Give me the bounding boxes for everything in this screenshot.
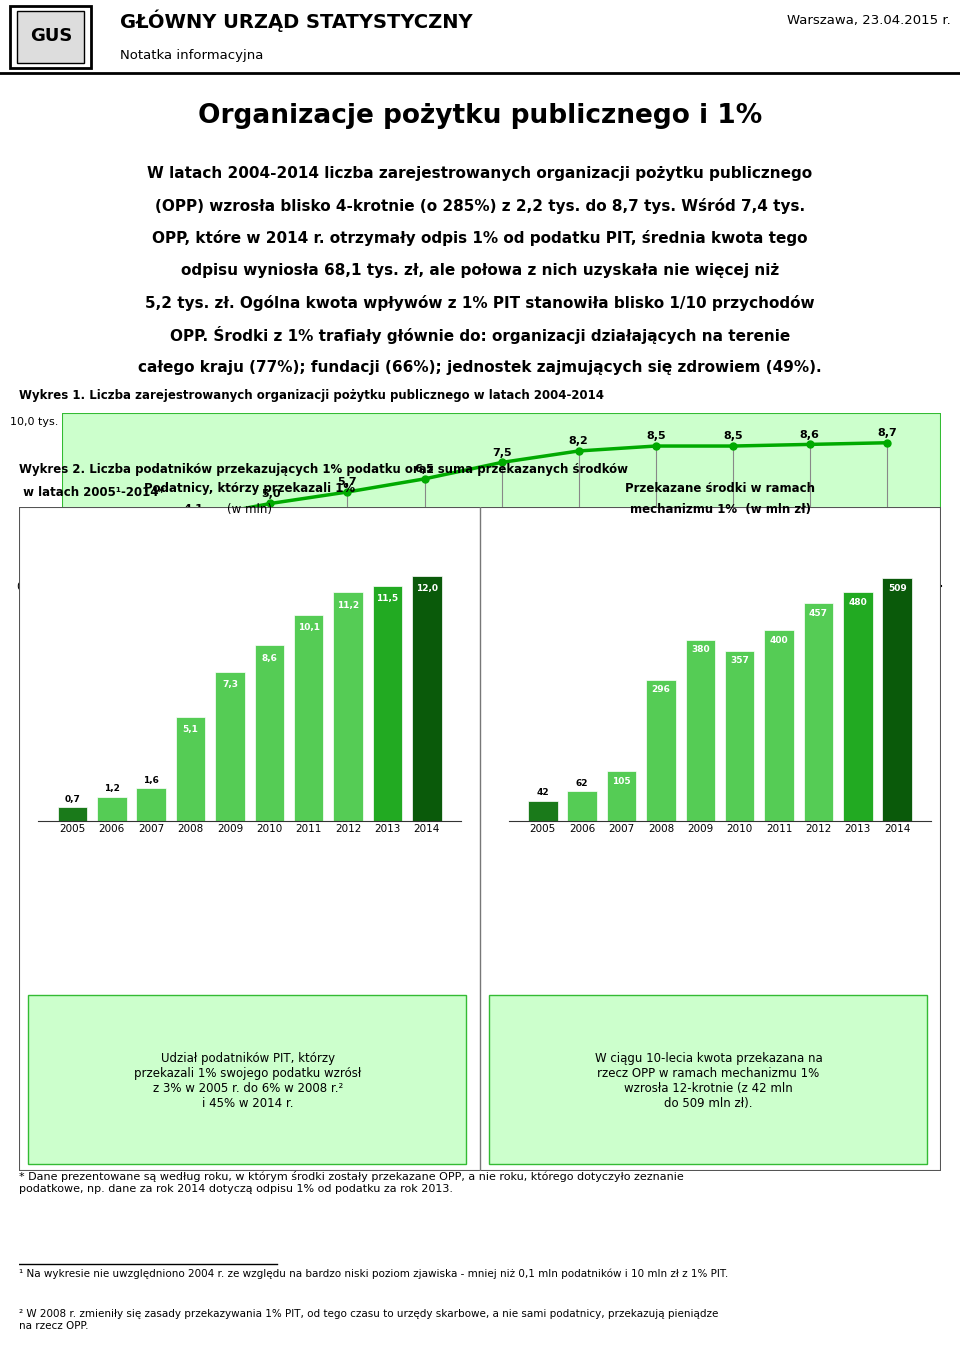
Text: 509: 509 [888,584,906,592]
Text: Notatka informacyjna: Notatka informacyjna [120,48,263,62]
Text: 8,2: 8,2 [568,436,588,447]
Text: OPP, które w 2014 r. otrzymały odpis 1% od podatku PIT, średnia kwota tego: OPP, które w 2014 r. otrzymały odpis 1% … [153,230,807,246]
Text: 296: 296 [652,685,670,695]
Text: Udział podatników PIT, którzy
przekazali 1% swojego podatku wzrósł
z 3% w 2005 r: Udział podatników PIT, którzy przekazali… [134,1053,361,1110]
Text: 8,6: 8,6 [800,429,820,440]
Bar [804,603,833,821]
Text: 62: 62 [576,778,588,787]
Bar [685,639,715,821]
Text: 5,1: 5,1 [182,725,199,734]
Text: Wykres 1. Liczba zarejestrowanych organizacji pożytku publicznego w latach 2004-: Wykres 1. Liczba zarejestrowanych organi… [19,389,604,402]
FancyBboxPatch shape [19,507,941,1171]
Bar [528,801,558,821]
Text: 8,6: 8,6 [261,654,277,662]
Bar [646,680,676,821]
Bar [294,615,324,821]
Text: 0,7: 0,7 [64,794,81,804]
Text: w latach 2005¹-2014*: w latach 2005¹-2014* [19,486,165,499]
FancyBboxPatch shape [490,995,927,1164]
Bar [333,592,363,821]
FancyBboxPatch shape [29,995,467,1164]
Bar [58,806,87,821]
Bar [372,587,402,821]
Text: OPP. Środki z 1% trafiały głównie do: organizacji działających na terenie: OPP. Środki z 1% trafiały głównie do: or… [170,326,790,345]
Text: 457: 457 [809,608,828,618]
Text: GUS: GUS [30,27,72,44]
Text: 10,1: 10,1 [298,623,320,633]
Text: 1,6: 1,6 [143,777,159,785]
Text: 11,5: 11,5 [376,595,398,603]
Text: całego kraju (77%); fundacji (66%); jednostek zajmujących się zdrowiem (49%).: całego kraju (77%); fundacji (66%); jedn… [138,359,822,376]
Bar [567,791,597,821]
Text: 105: 105 [612,777,631,786]
Text: 400: 400 [770,635,788,645]
Text: 2,2: 2,2 [107,534,126,545]
Text: (OPP) wzrosła blisko 4-krotnie (o 285%) z 2,2 tys. do 8,7 tys. Wśród 7,4 tys.: (OPP) wzrosła blisko 4-krotnie (o 285%) … [155,198,805,214]
Bar [882,577,912,821]
Bar [136,789,166,821]
Text: 5,7: 5,7 [338,478,357,487]
Text: 7,5: 7,5 [492,448,512,458]
Text: 42: 42 [537,789,549,797]
Bar [725,650,755,821]
Text: GŁÓWNY URZĄD STATYSTYCZNY: GŁÓWNY URZĄD STATYSTYCZNY [120,9,472,32]
Text: 480: 480 [849,598,867,607]
Bar [176,717,205,821]
Text: 380: 380 [691,645,709,654]
Text: Organizacje pożytku publicznego i 1%: Organizacje pożytku publicznego i 1% [198,102,762,129]
Text: 8,5: 8,5 [723,432,743,441]
Bar [764,630,794,821]
Text: (w mln): (w mln) [228,503,272,516]
Text: 5,0: 5,0 [261,489,280,499]
Text: 1,2: 1,2 [104,785,120,794]
Text: 357: 357 [731,657,749,665]
Text: 6,5: 6,5 [415,464,435,474]
Text: 4,1: 4,1 [183,503,204,514]
Bar [97,797,127,821]
Bar [843,592,873,821]
Bar [254,646,284,821]
Text: Wykres 2. Liczba podatników przekazujących 1% podatku oraz suma przekazanych śro: Wykres 2. Liczba podatników przekazujący… [19,463,628,476]
Text: W latach 2004-2014 liczba zarejestrowanych organizacji pożytku publicznego: W latach 2004-2014 liczba zarejestrowany… [148,166,812,182]
Text: 7,3: 7,3 [222,680,238,689]
FancyBboxPatch shape [17,11,84,63]
Text: Przekazane środki w ramach: Przekazane środki w ramach [625,482,815,495]
Text: 12,0: 12,0 [416,584,438,594]
Bar [215,672,245,821]
Text: mechanizmu 1%  (w mln zł): mechanizmu 1% (w mln zł) [630,503,810,516]
Text: W ciągu 10-lecia kwota przekazana na
rzecz OPP w ramach mechanizmu 1%
wzrosła 12: W ciągu 10-lecia kwota przekazana na rze… [594,1053,823,1110]
Bar [412,576,442,821]
Bar [607,771,636,821]
Text: ¹ Na wykresie nie uwzględniono 2004 r. ze względu na bardzo niski poziom zjawisk: ¹ Na wykresie nie uwzględniono 2004 r. z… [19,1268,729,1279]
Text: 11,2: 11,2 [337,600,359,610]
Text: Warszawa, 23.04.2015 r.: Warszawa, 23.04.2015 r. [786,15,950,27]
Text: ² W 2008 r. zmieniły się zasady przekazywania 1% PIT, od tego czasu to urzędy sk: ² W 2008 r. zmieniły się zasady przekazy… [19,1308,719,1331]
Text: * Dane prezentowane są według roku, w którym środki zostały przekazane OPP, a ni: * Dane prezentowane są według roku, w kt… [19,1171,684,1194]
Text: 5,2 tys. zł. Ogólna kwota wpływów z 1% PIT stanowiła blisko 1/10 przychodów: 5,2 tys. zł. Ogólna kwota wpływów z 1% P… [145,295,815,311]
Text: 8,7: 8,7 [877,428,897,439]
Text: Podatnicy, którzy przekazali 1%: Podatnicy, którzy przekazali 1% [144,482,355,495]
FancyBboxPatch shape [10,5,91,69]
Text: odpisu wyniosła 68,1 tys. zł, ale połowa z nich uzyskała nie więcej niż: odpisu wyniosła 68,1 tys. zł, ale połowa… [180,262,780,279]
Text: 8,5: 8,5 [646,432,665,441]
